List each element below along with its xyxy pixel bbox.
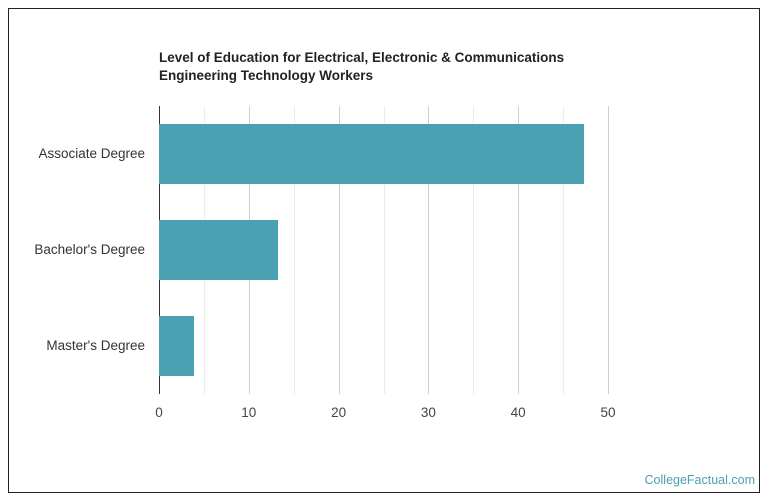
chart-title: Level of Education for Electrical, Elect… xyxy=(159,50,565,83)
gridline xyxy=(338,106,340,394)
gridline xyxy=(518,106,520,394)
x-tick-label: 0 xyxy=(155,405,163,420)
gridline xyxy=(428,106,430,394)
gridline xyxy=(473,106,475,394)
gridline xyxy=(563,106,565,394)
gridline xyxy=(293,106,295,394)
x-tick-label: 10 xyxy=(241,405,257,420)
category-label: Associate Degree xyxy=(38,146,145,161)
category-label: Master's Degree xyxy=(46,338,145,353)
collegefactual-link[interactable]: CollegeFactual.com xyxy=(644,473,755,487)
gridline xyxy=(608,106,609,394)
x-tick-label: 20 xyxy=(331,405,347,420)
x-tick-label: 50 xyxy=(600,405,616,420)
bar[interactable] xyxy=(159,124,584,184)
x-tick-label: 30 xyxy=(420,405,436,420)
chart-frame xyxy=(8,8,760,493)
x-tick-label: 40 xyxy=(510,405,526,420)
bar[interactable] xyxy=(159,316,195,376)
gridline xyxy=(383,106,385,394)
plot-area xyxy=(159,106,609,394)
category-label: Bachelor's Degree xyxy=(34,242,145,257)
bar[interactable] xyxy=(159,220,279,280)
